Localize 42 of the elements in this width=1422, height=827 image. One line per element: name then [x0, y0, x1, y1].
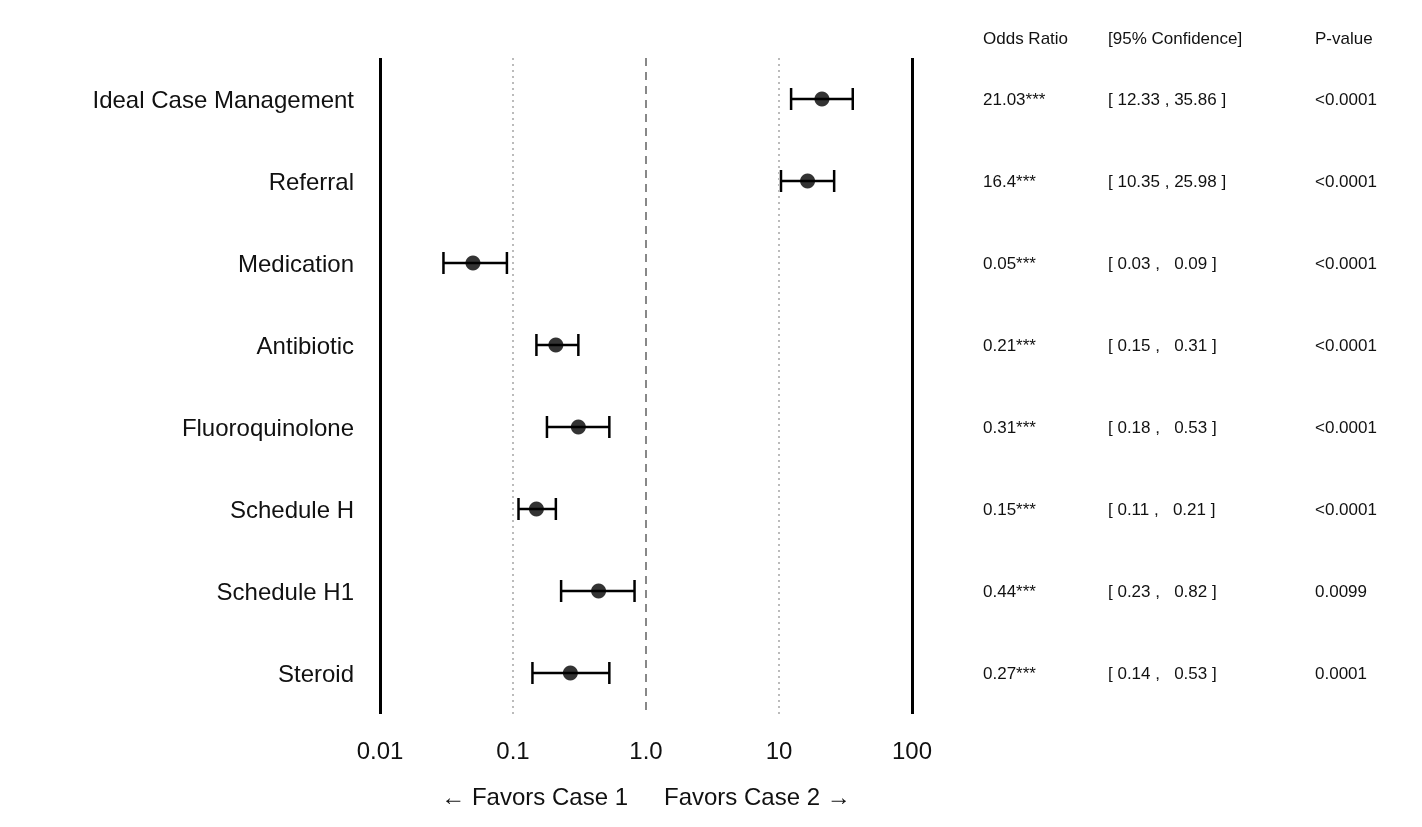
- text: <0.0001: [1315, 171, 1377, 191]
- text: <0.0001: [1315, 253, 1377, 273]
- y-tick-label: Schedule H1: [216, 577, 354, 605]
- text: [ 10.35 , 25.98 ]: [1108, 171, 1227, 191]
- text: [ 0.23 , 0.82 ]: [1108, 581, 1217, 601]
- x-tick-label: 10: [765, 736, 793, 764]
- text: 0.21***: [983, 335, 1037, 355]
- text: <0.0001: [1315, 499, 1377, 519]
- text: 0.31***: [983, 417, 1037, 437]
- y-tick-label: Steroid: [277, 659, 354, 687]
- text: [ 0.14 , 0.53 ]: [1108, 663, 1217, 683]
- text: 0.15***: [983, 499, 1037, 519]
- text: Odds Ratio: [983, 28, 1069, 48]
- text: ← Favors Case 1: [441, 782, 628, 810]
- text: [ 0.03 , 0.09 ]: [1108, 253, 1217, 273]
- y-tick-label: Ideal Case Management: [92, 85, 355, 113]
- text: P-value: [1315, 28, 1373, 48]
- x-tick-label: 100: [891, 736, 933, 764]
- text: <0.0001: [1315, 335, 1377, 355]
- text: [ 0.18 , 0.53 ]: [1108, 417, 1217, 437]
- text: [95% Confidence]: [1108, 28, 1243, 48]
- text: [ 12.33 , 35.86 ]: [1108, 89, 1227, 109]
- x-tick-label: 1.0: [629, 736, 663, 764]
- y-tick-label: Schedule H: [229, 495, 354, 523]
- text: 0.05***: [983, 253, 1037, 273]
- text: Favors Case 2 →: [664, 782, 851, 810]
- y-tick-label: Medication: [237, 249, 354, 277]
- text: 16.4***: [983, 171, 1037, 191]
- y-tick-label: Referral: [268, 167, 354, 195]
- text: 0.0099: [1315, 581, 1367, 601]
- x-tick-label: 0.1: [496, 736, 530, 764]
- text: 0.27***: [983, 663, 1037, 683]
- text: 0.44***: [983, 581, 1037, 601]
- text: [ 0.11 , 0.21 ]: [1108, 499, 1216, 519]
- x-tick-label: 0.01: [356, 736, 404, 764]
- text: <0.0001: [1315, 89, 1377, 109]
- y-tick-label: Fluoroquinolone: [181, 413, 354, 441]
- y-tick-label: Antibiotic: [256, 331, 354, 359]
- text: [ 0.15 , 0.31 ]: [1108, 335, 1217, 355]
- text: 0.0001: [1315, 663, 1367, 683]
- text: <0.0001: [1315, 417, 1377, 437]
- text: 21.03***: [983, 89, 1046, 109]
